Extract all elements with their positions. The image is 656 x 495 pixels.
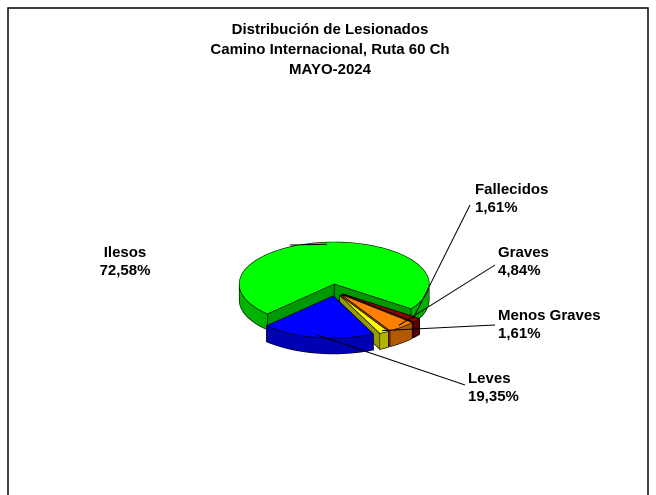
slice: [265, 295, 375, 339]
slice-label: Graves: [498, 244, 549, 261]
slice-value-label: 19,35%: [468, 388, 519, 405]
slice: [238, 241, 430, 315]
leader-line: [381, 324, 496, 332]
slice: [339, 295, 389, 334]
slice-label: Leves: [468, 370, 511, 387]
leader-line: [317, 334, 466, 386]
slice-label: Ilesos: [104, 244, 147, 261]
slice-wall: [379, 331, 389, 350]
leader-line: [398, 264, 496, 326]
slice-value-label: 1,61%: [475, 199, 518, 216]
slice-value-label: 4,84%: [498, 262, 541, 279]
slice-label: Menos Graves: [498, 307, 601, 324]
slice-value-label: 72,58%: [100, 262, 151, 279]
chart-period: MAYO-2024: [289, 61, 372, 78]
chart-subtitle: Camino Internacional, Ruta 60 Ch: [210, 41, 449, 58]
leader-line: [289, 243, 327, 246]
chart-title: Distribución de Lesionados: [232, 21, 429, 38]
slice-label: Fallecidos: [475, 181, 548, 198]
leader-line: [412, 204, 471, 320]
slice: [342, 293, 421, 323]
slice-value-label: 1,61%: [498, 325, 541, 342]
